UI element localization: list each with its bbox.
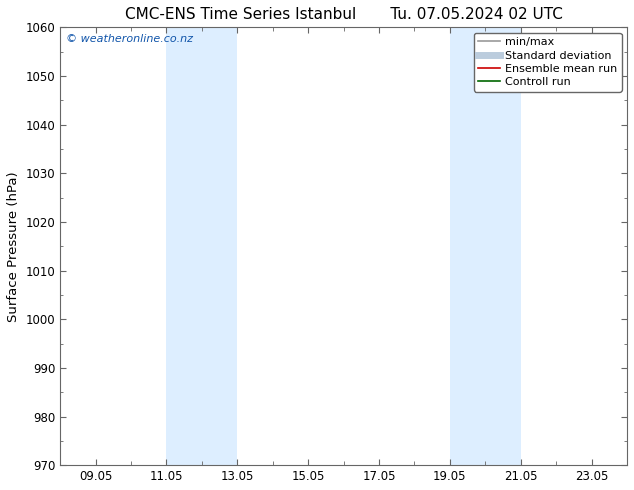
Text: © weatheronline.co.nz: © weatheronline.co.nz (66, 34, 193, 44)
Title: CMC-ENS Time Series Istanbul       Tu. 07.05.2024 02 UTC: CMC-ENS Time Series Istanbul Tu. 07.05.2… (125, 7, 562, 22)
Bar (166, 27, 237, 465)
Legend: min/max, Standard deviation, Ensemble mean run, Controll run: min/max, Standard deviation, Ensemble me… (474, 33, 621, 92)
Y-axis label: Surface Pressure (hPa): Surface Pressure (hPa) (7, 171, 20, 321)
Bar (450, 27, 521, 465)
